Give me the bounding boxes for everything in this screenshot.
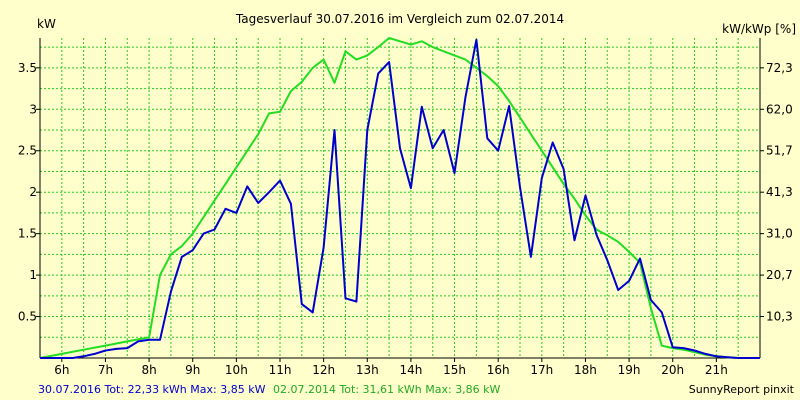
x-tick-label: 8h xyxy=(141,363,156,377)
x-tick-label: 14h xyxy=(399,363,422,377)
y-axis-label-right: kW/kWp [%] xyxy=(722,22,796,36)
footer-summary: 30.07.2016 Tot: 22,33 kWh Max: 3,85 kW 0… xyxy=(38,383,501,396)
series-line-30.07.2016 xyxy=(40,38,760,359)
y-tick-label-right: 31,0 xyxy=(766,227,793,241)
y-axis-label-left: kW xyxy=(37,17,56,31)
series-line-02.07.2014 xyxy=(39,37,760,359)
x-tick-label: 10h xyxy=(225,363,248,377)
x-tick-label: 21h xyxy=(705,363,728,377)
x-tick-label: 9h xyxy=(185,363,200,377)
y-tick-label-right: 20,7 xyxy=(766,268,793,282)
x-tick-label: 16h xyxy=(487,363,510,377)
x-tick-label: 15h xyxy=(443,363,466,377)
footer-summary-2016: 30.07.2016 Tot: 22,33 kWh Max: 3,85 kW xyxy=(38,383,266,396)
tick-labels: 6h 7h 8h 9h 10h 11h 12h 13h 14h 15h 16h 17h 18h 19h 20… xyxy=(18,61,793,377)
chart-title: Tagesverlauf 30.07.2016 im Vergleich zum… xyxy=(235,12,564,26)
footer-summary-2014: 02.07.2014 Tot: 31,61 kWh Max: 3,86 kW xyxy=(273,383,501,396)
y-tick-label-left: 1 xyxy=(29,268,37,282)
y-tick-label-left: 3 xyxy=(29,102,37,116)
x-tick-label: 19h xyxy=(618,363,641,377)
y-tick-label-right: 41,3 xyxy=(766,185,793,199)
series xyxy=(39,37,760,359)
plot-area xyxy=(40,38,760,358)
y-tick-label-left: 3.5 xyxy=(18,61,37,75)
x-tick-label: 11h xyxy=(269,363,292,377)
x-tick-label: 17h xyxy=(530,363,553,377)
y-tick-label-right: 62,0 xyxy=(766,102,793,116)
y-tick-label-right: 72,3 xyxy=(766,61,793,75)
y-tick-label-left: 0.5 xyxy=(18,310,37,324)
x-tick-label: 6h xyxy=(54,363,69,377)
footer-credit: SunnyReport pinxit xyxy=(689,383,795,396)
axes xyxy=(36,38,764,362)
y-tick-label-left: 2 xyxy=(29,185,37,199)
x-tick-label: 13h xyxy=(356,363,379,377)
y-tick-label-left: 1.5 xyxy=(18,227,37,241)
x-tick-label: 18h xyxy=(574,363,597,377)
y-tick-label-right: 10,3 xyxy=(766,310,793,324)
x-tick-label: 7h xyxy=(98,363,113,377)
y-tick-label-left: 2.5 xyxy=(18,144,37,158)
y-tick-label-right: 51,7 xyxy=(766,144,793,158)
x-tick-label: 12h xyxy=(312,363,335,377)
x-tick-label: 20h xyxy=(661,363,684,377)
